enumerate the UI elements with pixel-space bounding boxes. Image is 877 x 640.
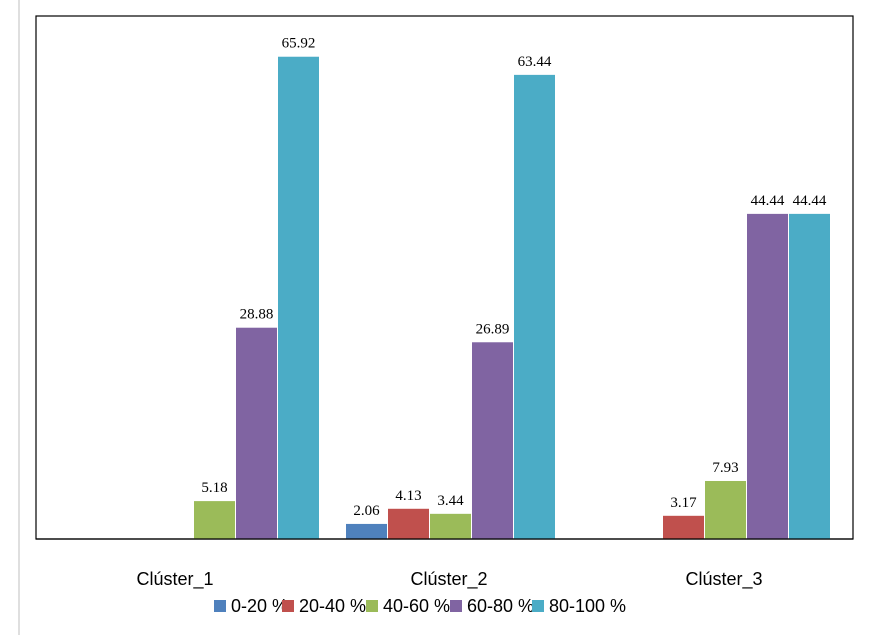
bar-0-20-cat-2: [346, 523, 387, 539]
legend-label: 60-80 %: [467, 596, 534, 616]
bar-80-100-cat-2: [514, 74, 555, 540]
legend-label: 20-40 %: [299, 596, 366, 616]
bar-40-60-cat-3: [705, 480, 746, 539]
legend-item: 60-80 %: [450, 596, 534, 616]
bar-60-80-cat-2: [472, 342, 513, 539]
bar-80-100-cat-1: [278, 56, 319, 539]
category-label: Clúster_3: [685, 569, 762, 590]
bar-20-40-cat-2: [388, 508, 429, 539]
legend: 0-20 % 20-40 % 40-60 % 60-80 % 80-100 %: [214, 596, 626, 616]
data-labels-layer: 2.06 4.13 3.17 5.18 3.44 7.93 28.88 26.89 44.44 6…: [201, 36, 827, 519]
data-label: 5.18: [201, 480, 227, 496]
legend-item: 0-20 %: [214, 596, 288, 616]
legend-item: 80-100 %: [532, 596, 626, 616]
bar-40-60-cat-2: [430, 513, 471, 539]
data-label: 3.44: [437, 493, 464, 509]
legend-item: 40-60 %: [366, 596, 450, 616]
bar-20-40-cat-3: [663, 515, 704, 539]
legend-label: 40-60 %: [383, 596, 450, 616]
legend-swatch: [366, 600, 378, 612]
data-label: 28.88: [240, 307, 274, 323]
category-label: Clúster_2: [410, 569, 487, 590]
category-label: Clúster_1: [136, 569, 213, 590]
data-label: 2.06: [353, 503, 380, 519]
legend-swatch: [450, 600, 462, 612]
bar-80-100-cat-3: [789, 213, 830, 539]
data-label: 65.92: [282, 36, 316, 52]
legend-item: 20-40 %: [282, 596, 366, 616]
legend-swatch: [282, 600, 294, 612]
data-label: 63.44: [518, 54, 552, 70]
legend-swatch: [532, 600, 544, 612]
bar-60-80-cat-1: [236, 327, 277, 539]
legend-label: 0-20 %: [231, 596, 288, 616]
data-label: 7.93: [712, 460, 738, 476]
data-label: 44.44: [793, 193, 827, 209]
bars-layer: [194, 56, 830, 540]
bar-40-60-cat-1: [194, 501, 235, 539]
legend-swatch: [214, 600, 226, 612]
data-label: 26.89: [476, 321, 510, 337]
data-label: 44.44: [751, 193, 785, 209]
category-labels-layer: Clúster_1 Clúster_2 Clúster_3: [136, 569, 762, 590]
bar-60-80-cat-3: [747, 213, 788, 539]
data-label: 4.13: [395, 488, 421, 504]
legend-label: 80-100 %: [549, 596, 626, 616]
data-label: 3.17: [670, 495, 697, 511]
